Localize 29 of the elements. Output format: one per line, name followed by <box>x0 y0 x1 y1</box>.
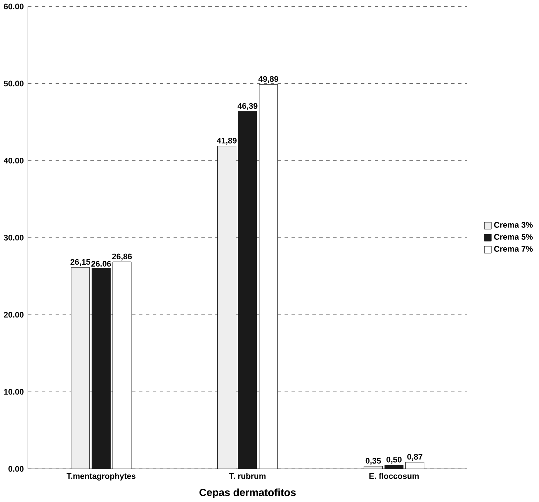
y-tick-label: 0.00 <box>8 466 24 472</box>
bar <box>71 267 90 469</box>
legend-label: Crema 7% <box>494 246 533 252</box>
y-tick-label: 50.00 <box>4 80 24 86</box>
data-label: 0,50 <box>386 456 402 464</box>
x-tick-label: T. rubrum <box>230 473 266 480</box>
y-tick-label: 10.00 <box>4 389 24 395</box>
y-tick-label: 60.00 <box>4 4 24 10</box>
data-label: 49,89 <box>258 76 278 84</box>
data-label: 0,35 <box>366 458 382 465</box>
x-axis-title: Cepas dermatofitos <box>200 488 296 498</box>
x-tick-label: T.mentagrophytes <box>66 473 136 481</box>
y-tick-label: 30.00 <box>4 234 24 241</box>
data-label: 26,86 <box>112 254 132 261</box>
data-label: 26.06 <box>92 261 112 267</box>
data-label: 26,15 <box>70 259 91 266</box>
data-label: 41,89 <box>217 138 237 145</box>
bar <box>112 262 132 469</box>
bar <box>218 146 236 469</box>
y-tick-label: 40.00 <box>4 158 24 164</box>
data-label: 0,87 <box>408 454 423 461</box>
bar <box>238 111 258 469</box>
x-tick-label: E. floccosum <box>370 473 419 480</box>
data-label: 46,39 <box>238 103 258 110</box>
bar <box>92 268 111 469</box>
legend-label: Crema 3% <box>494 222 533 228</box>
legend-label: Crema 5% <box>494 234 533 240</box>
y-tick-label: 20.00 <box>4 312 24 318</box>
bar <box>406 462 425 469</box>
